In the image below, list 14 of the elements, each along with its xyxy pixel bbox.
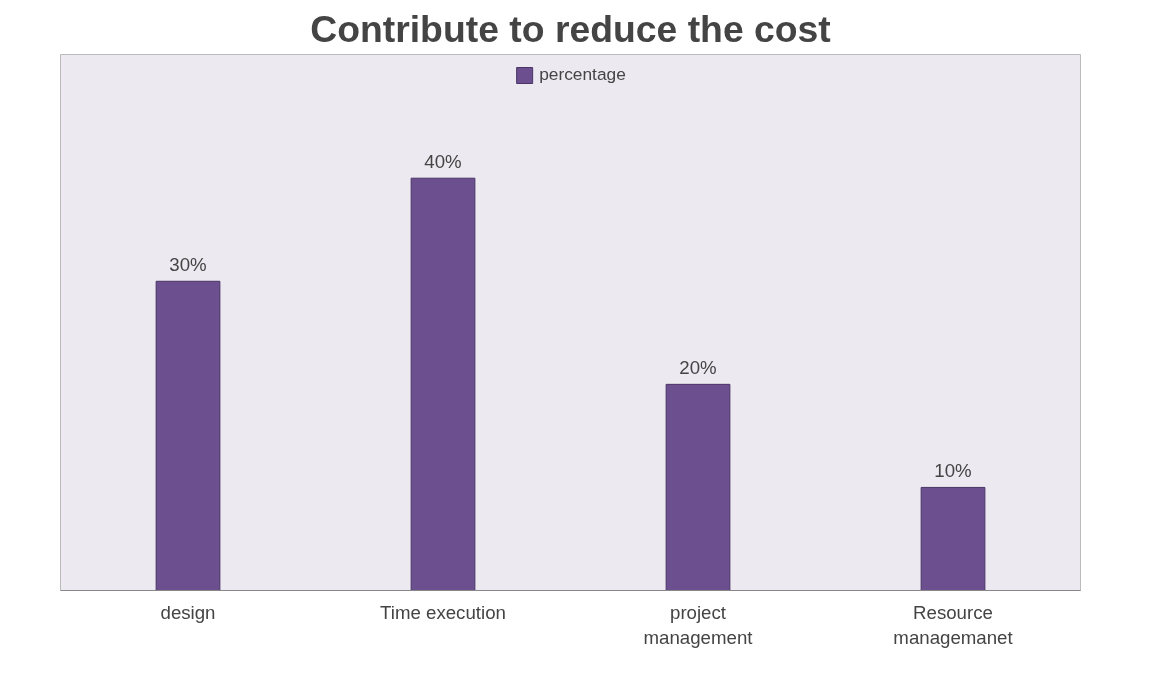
legend-label: percentage [539, 64, 626, 85]
bar [155, 280, 221, 591]
x-tick-label: Resource managemanet [893, 601, 1014, 648]
data-label: 10% [934, 460, 972, 482]
bar [920, 486, 986, 591]
bar [665, 383, 731, 591]
data-label: 30% [169, 254, 207, 276]
data-label: 20% [679, 357, 717, 379]
x-tick-label: design [160, 601, 216, 623]
x-tick-label: project management [643, 601, 754, 648]
chart-title: Contribute to reduce the cost [310, 7, 831, 50]
data-label: 40% [424, 151, 462, 173]
x-tick-label: Time execution [380, 601, 506, 623]
bar [410, 177, 476, 591]
